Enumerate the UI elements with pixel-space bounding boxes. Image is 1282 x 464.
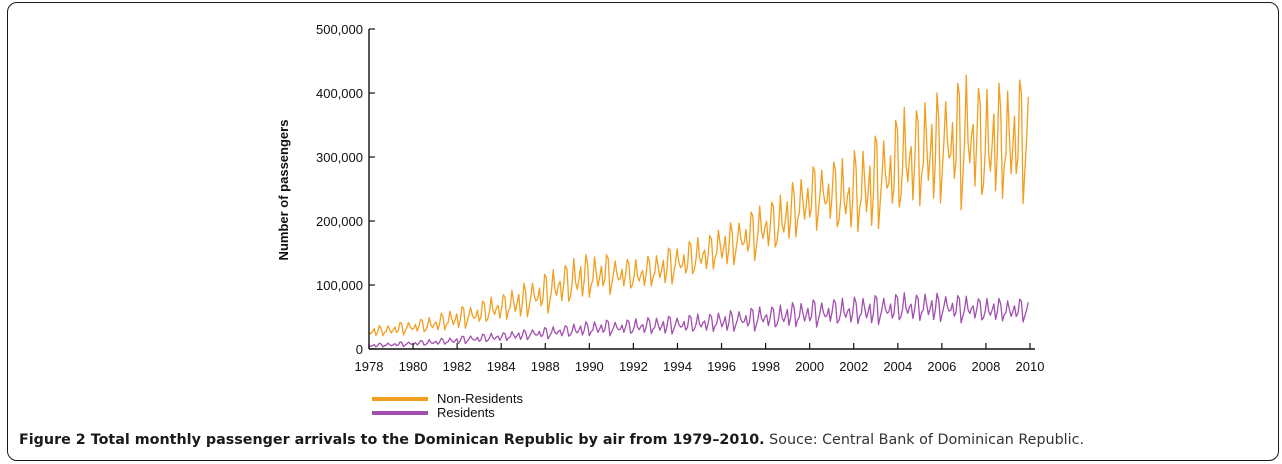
y-tick-label: 400,000 bbox=[316, 86, 363, 101]
series-line-non-residents bbox=[368, 74, 1029, 337]
x-tick-label: 1982 bbox=[443, 359, 472, 374]
figure-caption: Figure 2 Total monthly passenger arrival… bbox=[19, 432, 1274, 448]
x-tick-label: 1984 bbox=[487, 359, 516, 374]
x-tick-label: 2000 bbox=[795, 359, 824, 374]
figure-frame bbox=[7, 2, 1279, 461]
plot-lines bbox=[368, 74, 1029, 348]
y-ticks: 0 100,000 200,000 300,000 400,000 500,000 bbox=[316, 22, 375, 357]
x-tick-label: 1988 bbox=[531, 359, 560, 374]
series-line-residents bbox=[368, 292, 1029, 348]
caption-title: Figure 2 Total monthly passenger arrival… bbox=[19, 432, 765, 448]
x-tick-label: 1992 bbox=[619, 359, 648, 374]
y-tick-label: 300,000 bbox=[316, 150, 363, 165]
x-tick-label: 2006 bbox=[927, 359, 956, 374]
x-tick-label: 1990 bbox=[575, 359, 604, 374]
x-tick-label: 2010 bbox=[1016, 359, 1045, 374]
legend-label-non-residents: Non-Residents bbox=[437, 391, 523, 406]
y-tick-label: 100,000 bbox=[316, 278, 363, 293]
x-tick-label: 2004 bbox=[883, 359, 912, 374]
legend-label-residents: Residents bbox=[437, 405, 495, 420]
y-tick-label: 500,000 bbox=[316, 22, 363, 37]
x-tick-label: 1998 bbox=[751, 359, 780, 374]
y-tick-label: 200,000 bbox=[316, 214, 363, 229]
legend: Non-Residents Residents bbox=[372, 391, 523, 420]
y-tick-label: 0 bbox=[356, 342, 363, 357]
y-axis-label: Number of passengers bbox=[276, 120, 291, 261]
x-tick-label: 2008 bbox=[971, 359, 1000, 374]
x-tick-label: 1994 bbox=[663, 359, 692, 374]
x-tick-label: 1978 bbox=[355, 359, 384, 374]
x-tick-label: 2002 bbox=[839, 359, 868, 374]
x-tick-label: 1980 bbox=[399, 359, 428, 374]
caption-source: Souce: Central Bank of Dominican Republi… bbox=[769, 432, 1085, 448]
axes bbox=[368, 29, 1035, 350]
x-ticks: 1978 1980 1982 1984 1988 1990 1992 1994 1996 1998… bbox=[355, 343, 1045, 374]
x-tick-label: 1996 bbox=[707, 359, 736, 374]
